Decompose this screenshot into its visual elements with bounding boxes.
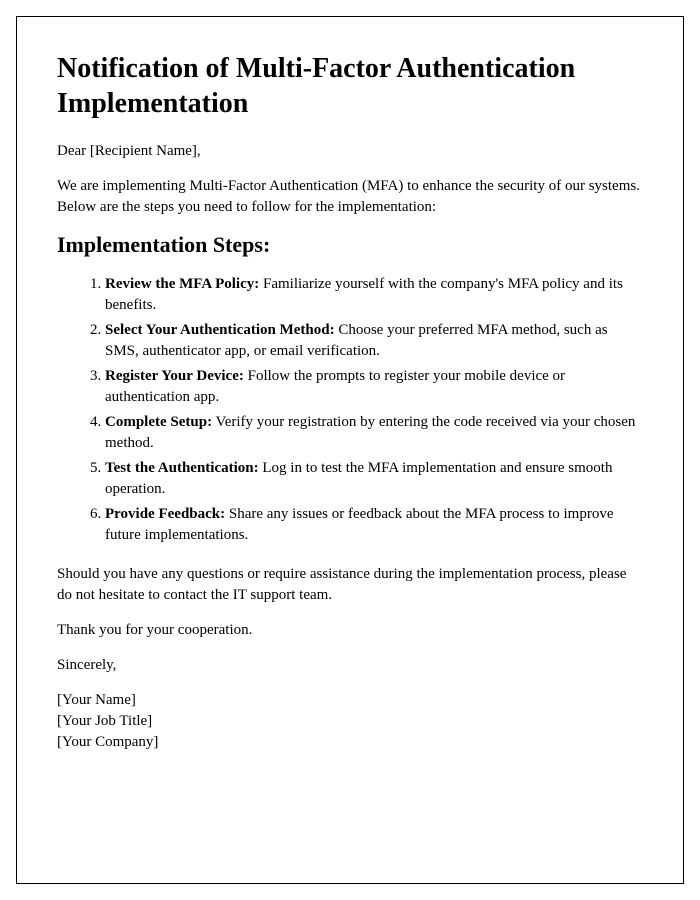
- list-item: Complete Setup: Verify your registration…: [105, 412, 643, 454]
- page-title: Notification of Multi-Factor Authenticat…: [57, 51, 643, 121]
- step-title: Provide Feedback:: [105, 506, 225, 522]
- list-item: Test the Authentication: Log in to test …: [105, 458, 643, 500]
- signer-company: [Your Company]: [57, 732, 643, 753]
- intro-paragraph: We are implementing Multi-Factor Authent…: [57, 176, 643, 218]
- step-title: Complete Setup:: [105, 414, 212, 430]
- closing-line: Sincerely,: [57, 655, 643, 676]
- signer-title: [Your Job Title]: [57, 711, 643, 732]
- list-item: Register Your Device: Follow the prompts…: [105, 366, 643, 408]
- list-item: Provide Feedback: Share any issues or fe…: [105, 504, 643, 546]
- thanks-line: Thank you for your cooperation.: [57, 620, 643, 641]
- step-title: Review the MFA Policy:: [105, 276, 259, 292]
- list-item: Review the MFA Policy: Familiarize yours…: [105, 274, 643, 316]
- support-note: Should you have any questions or require…: [57, 564, 643, 606]
- steps-list: Review the MFA Policy: Familiarize yours…: [57, 274, 643, 546]
- step-title: Test the Authentication:: [105, 460, 259, 476]
- step-title: Select Your Authentication Method:: [105, 322, 335, 338]
- signature-block: [Your Name] [Your Job Title] [Your Compa…: [57, 690, 643, 753]
- steps-heading: Implementation Steps:: [57, 232, 643, 258]
- list-item: Select Your Authentication Method: Choos…: [105, 320, 643, 362]
- signer-name: [Your Name]: [57, 690, 643, 711]
- salutation: Dear [Recipient Name],: [57, 141, 643, 162]
- step-title: Register Your Device:: [105, 368, 244, 384]
- document-frame: Notification of Multi-Factor Authenticat…: [16, 16, 684, 884]
